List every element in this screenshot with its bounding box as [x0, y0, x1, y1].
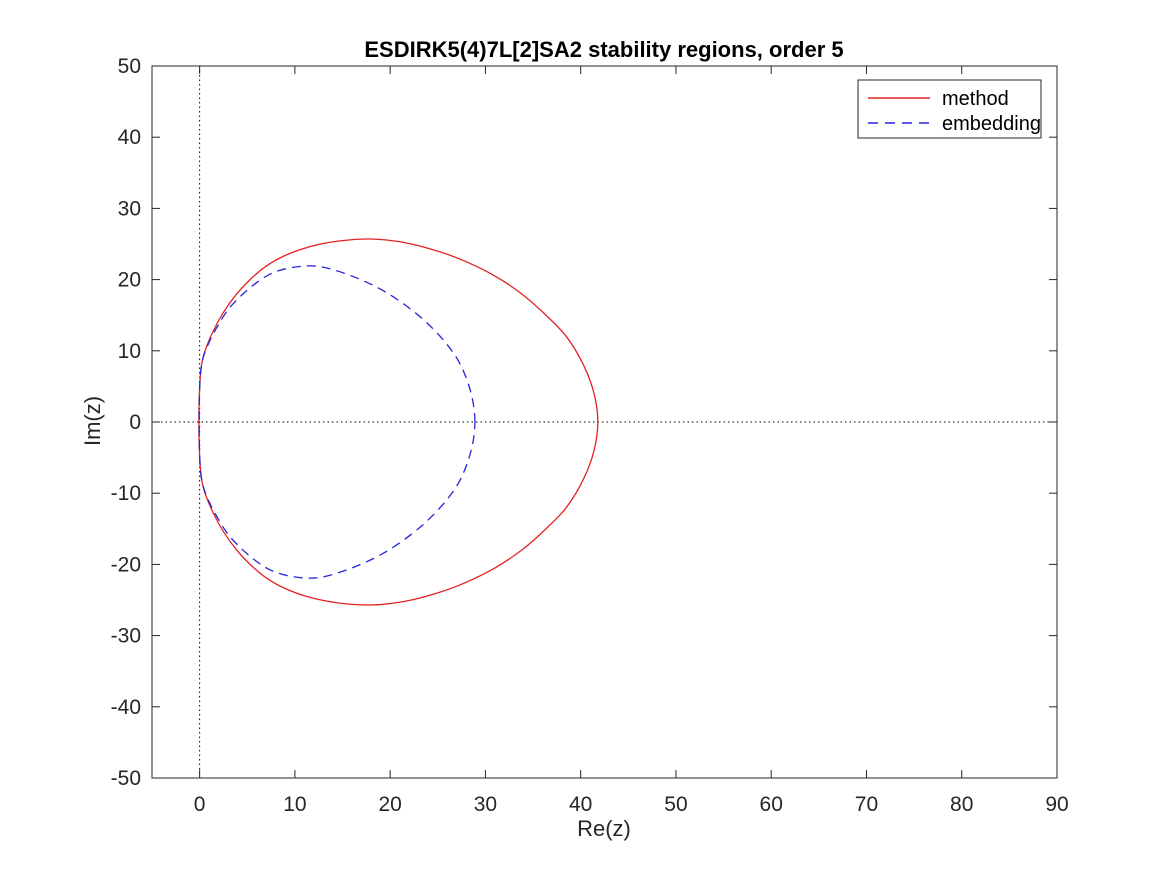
legend-label-method: method [942, 88, 1009, 110]
y-tick-label: -10 [111, 482, 141, 505]
y-tick-label: -50 [111, 767, 141, 790]
zero-reference-lines [152, 66, 1057, 778]
x-tick-label: 60 [760, 793, 783, 816]
x-tick-label: 50 [664, 793, 687, 816]
y-tick-label: 20 [118, 269, 141, 292]
curve-method [198, 238, 599, 606]
y-tick-label: 30 [118, 197, 141, 220]
y-tick-label: 40 [118, 126, 141, 149]
x-tick-label: 0 [194, 793, 206, 816]
x-tick-label: 20 [378, 793, 401, 816]
y-tick-label: -40 [111, 696, 141, 719]
y-tick-label: -30 [111, 625, 141, 648]
x-tick-label: 70 [855, 793, 878, 816]
x-tick-label: 80 [950, 793, 973, 816]
x-tick-label: 10 [283, 793, 306, 816]
x-tick-label: 90 [1045, 793, 1068, 816]
y-tick-label: 10 [118, 340, 141, 363]
y-tick-label: 50 [118, 55, 141, 78]
axes-box-and-ticks [151, 65, 1058, 779]
y-tick-label: -20 [111, 553, 141, 576]
y-tick-label: 0 [129, 411, 141, 434]
legend-label-embedding: embedding [942, 113, 1041, 135]
chart-title: ESDIRK5(4)7L[2]SA2 stability regions, or… [364, 37, 843, 62]
series-curves [198, 238, 599, 606]
x-tick-label: 40 [569, 793, 592, 816]
x-tick-label: 30 [474, 793, 497, 816]
y-axis-label: Im(z) [80, 396, 105, 446]
tick-labels: 0 10 20 30 40 50 60 70 80 90 -50 -40 -30 -20 -10 0 10 20 3… [111, 55, 1069, 816]
legend: method embedding [857, 79, 1042, 139]
legend-box [857, 79, 1042, 139]
x-axis-label: Re(z) [577, 816, 631, 841]
